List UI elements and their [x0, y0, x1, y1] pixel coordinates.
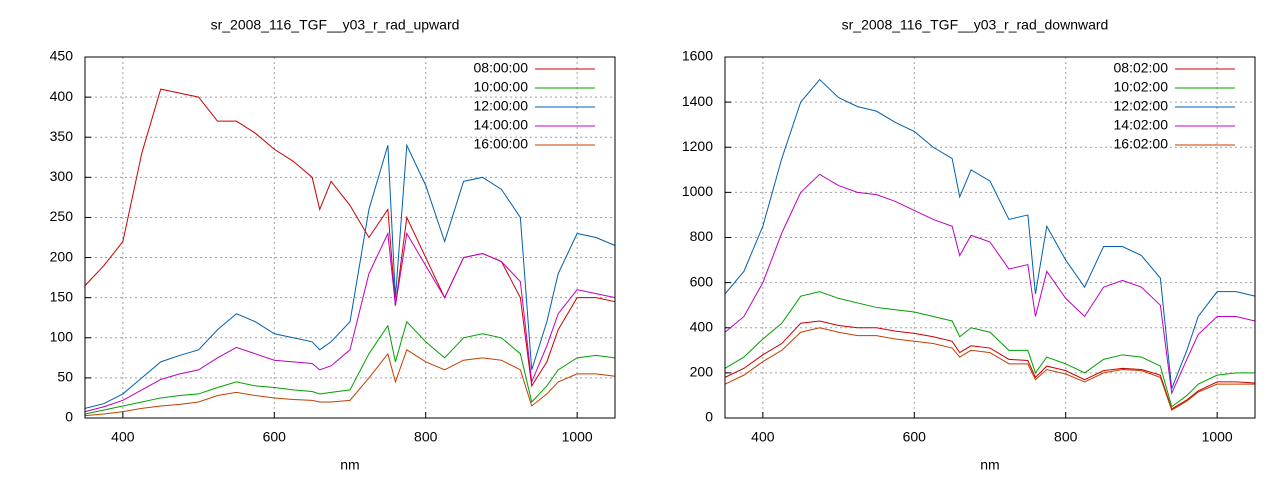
x-tick-label: 400: [111, 429, 135, 445]
y-tick-label: 400: [690, 318, 714, 334]
y-tick-label: 50: [57, 369, 73, 385]
legend-label: 10:00:00: [474, 79, 529, 95]
legend-label: 08:02:00: [1114, 60, 1169, 76]
series-line: [724, 320, 1256, 410]
series-line: [84, 143, 616, 409]
plot-frame: [84, 56, 616, 419]
y-tick-label: 600: [690, 273, 714, 289]
y-tick-label: 200: [690, 364, 714, 380]
x-tick-label: 600: [903, 429, 927, 445]
y-tick-label: 400: [50, 88, 74, 104]
legend-label: 16:02:00: [1114, 136, 1169, 152]
y-tick-label: 100: [50, 328, 74, 344]
y-tick-label: 450: [50, 48, 74, 64]
x-tick-label: 800: [1054, 429, 1078, 445]
y-tick-label: 350: [50, 128, 74, 144]
x-axis-label: nm: [980, 457, 999, 473]
y-tick-label: 0: [65, 409, 73, 425]
x-axis-label: nm: [340, 457, 359, 473]
y-tick-label: 300: [50, 168, 74, 184]
x-tick-label: 800: [414, 429, 438, 445]
x-tick-label: 600: [263, 429, 287, 445]
y-tick-label: 1200: [682, 138, 713, 154]
chart-title: sr_2008_116_TGF__y03_r_rad_downward: [842, 17, 1109, 33]
series-line: [724, 291, 1255, 408]
x-tick-label: 1000: [562, 429, 593, 445]
series-line: [84, 320, 616, 415]
y-tick-label: 1400: [682, 93, 713, 109]
y-tick-label: 150: [50, 288, 74, 304]
series-line: [84, 231, 616, 413]
legend-label: 10:02:00: [1114, 79, 1169, 95]
legend-label: 14:02:00: [1114, 117, 1169, 133]
y-tick-label: 800: [690, 228, 714, 244]
chart-title: sr_2008_116_TGF__y03_r_rad_upward: [211, 17, 460, 33]
y-tick-label: 1000: [682, 183, 713, 199]
legend-label: 14:00:00: [474, 117, 529, 133]
series-line: [724, 173, 1256, 396]
plot-frame: [724, 56, 1256, 419]
y-tick-label: 1600: [682, 48, 713, 64]
y-tick-label: 0: [705, 409, 713, 425]
legend-label: 12:00:00: [474, 98, 529, 114]
legend-label: 08:00:00: [474, 60, 529, 76]
series-line: [724, 327, 1255, 411]
x-tick-label: 1000: [1202, 429, 1233, 445]
legend-label: 16:00:00: [474, 136, 529, 152]
x-tick-label: 400: [751, 429, 775, 445]
series-line: [724, 78, 1256, 389]
series-line: [84, 349, 616, 417]
y-tick-label: 250: [50, 208, 74, 224]
series-line: [84, 88, 616, 388]
legend-label: 12:02:00: [1114, 98, 1169, 114]
y-tick-label: 200: [50, 248, 74, 264]
